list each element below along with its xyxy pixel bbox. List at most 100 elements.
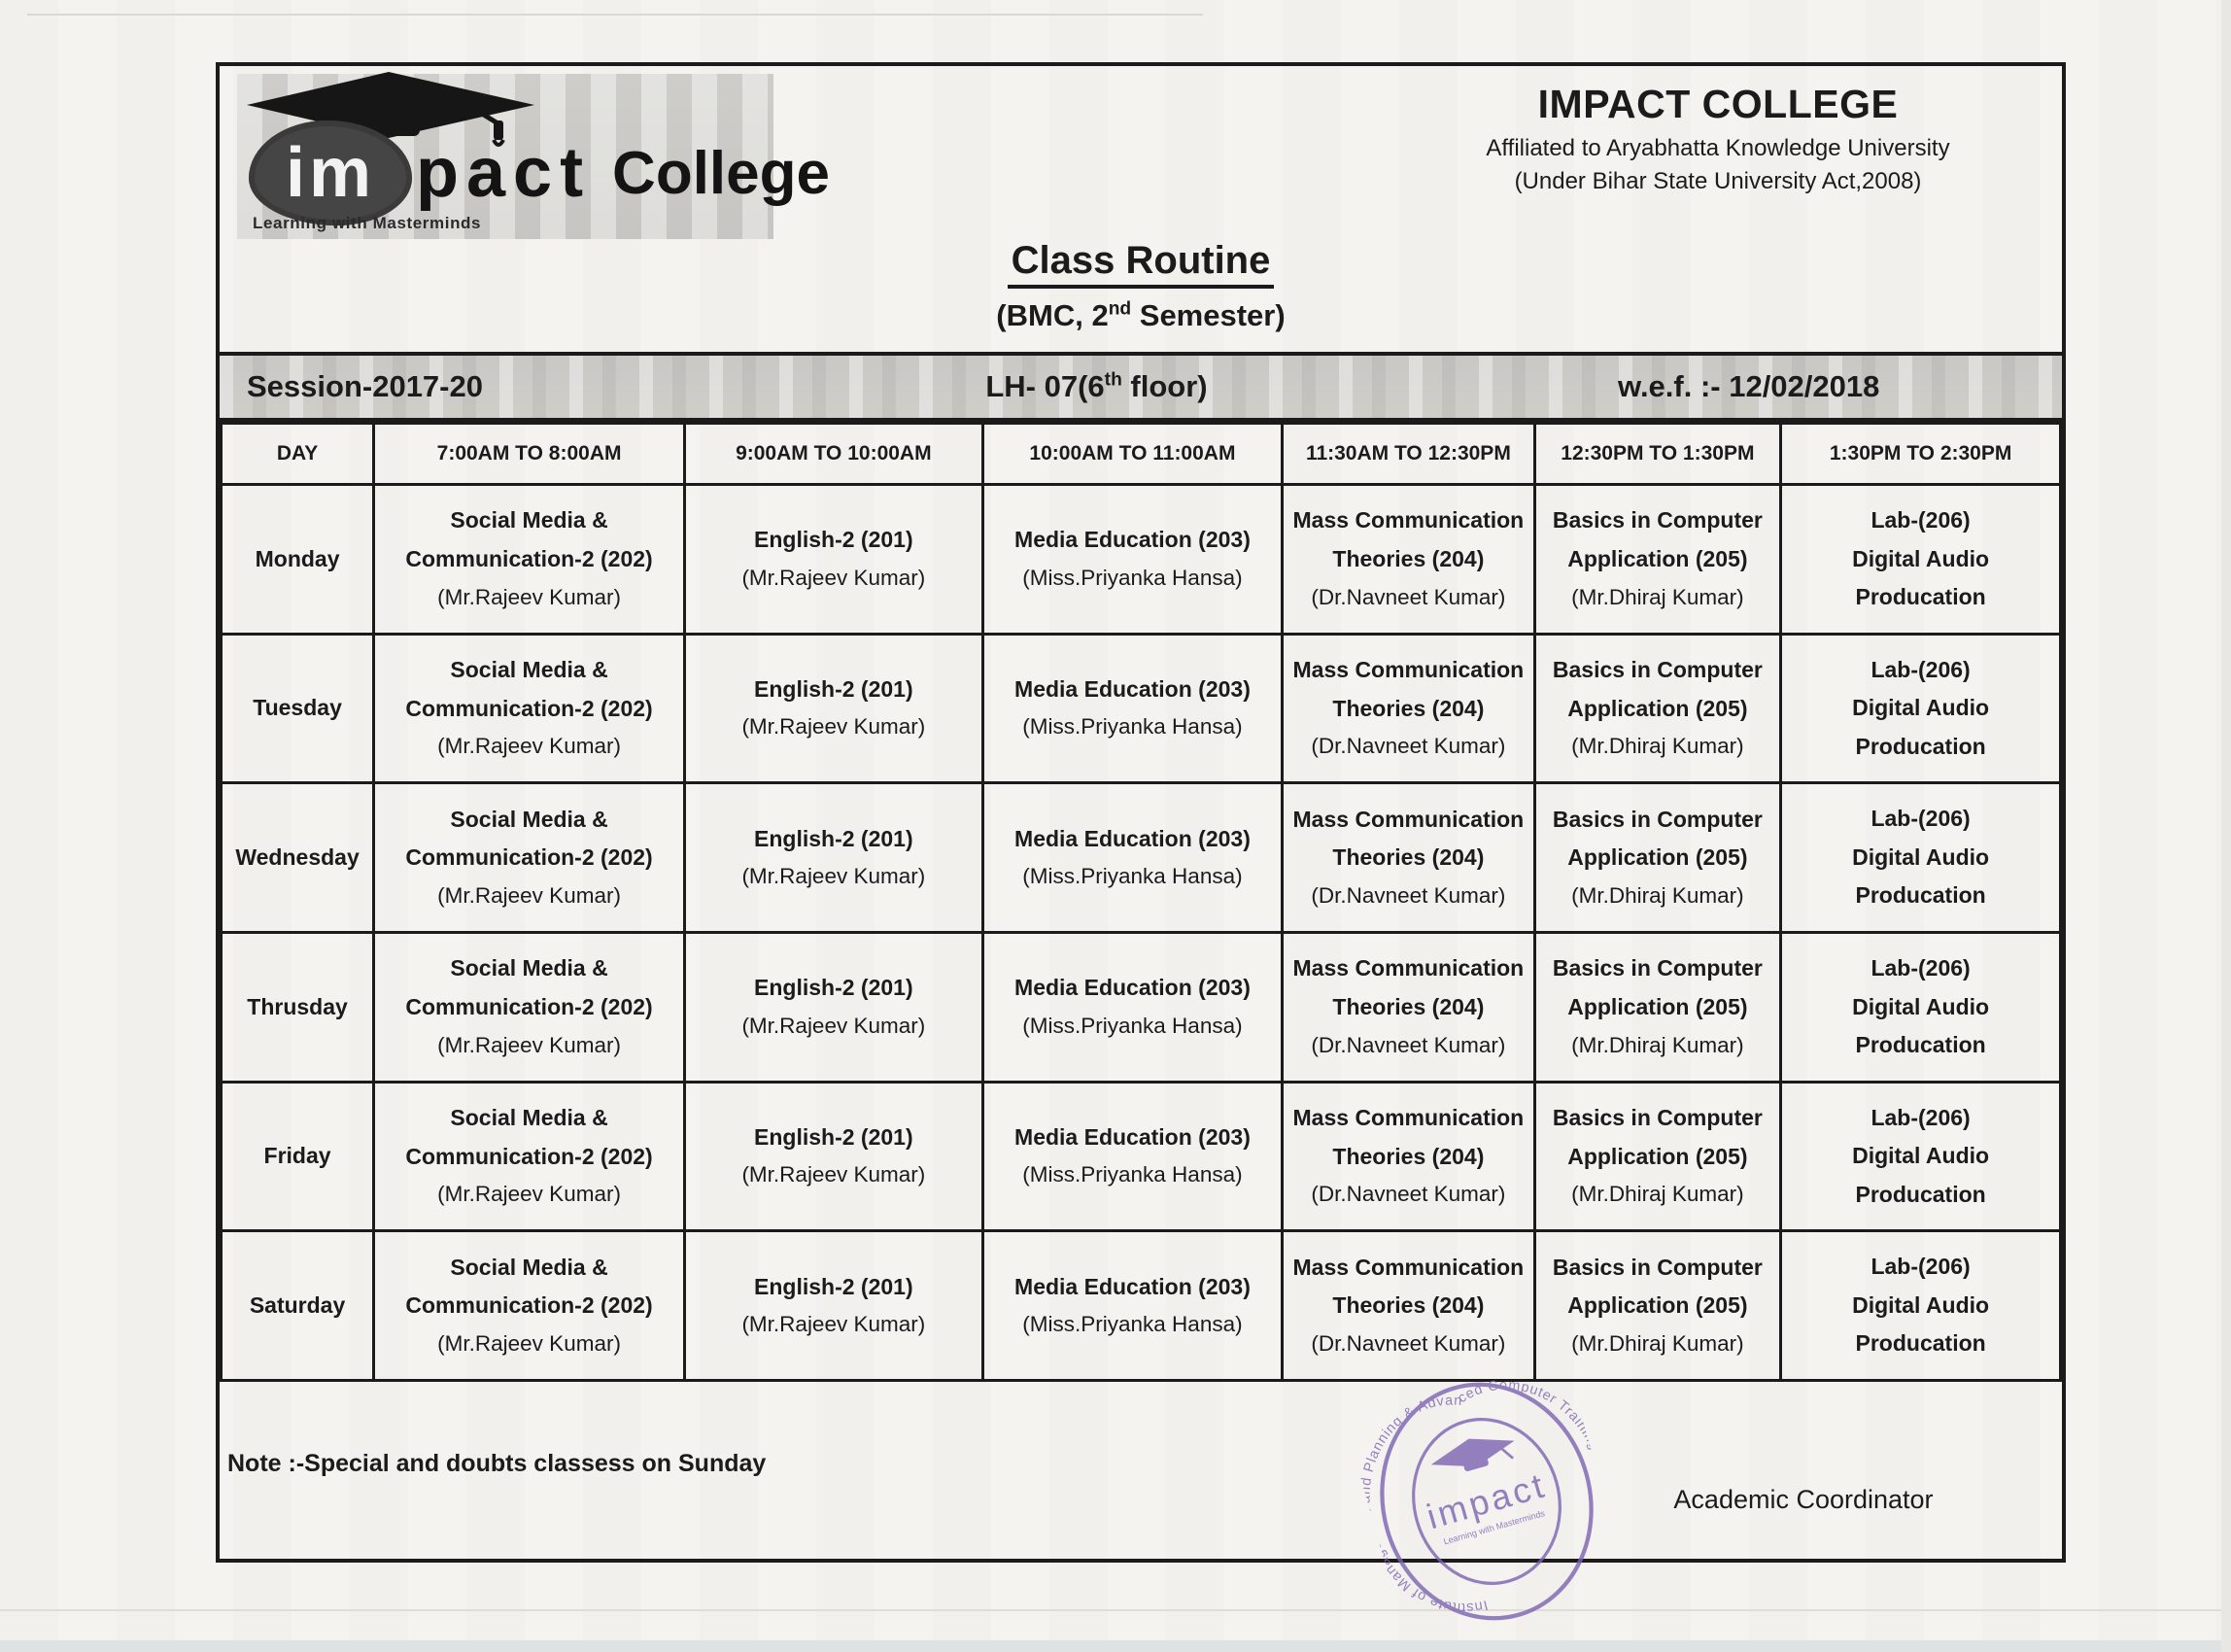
session-label: Session-2017-20	[247, 369, 483, 403]
subject-line: Theories (204)	[1332, 1292, 1485, 1319]
subject-line: Mass Communication	[1292, 955, 1525, 981]
teacher-line: (Mr.Rajeev Kumar)	[741, 864, 926, 889]
document-border-frame: im pact College Learning with Masterminds …	[216, 62, 2066, 1639]
subject-line: Digital Audio	[1852, 843, 1990, 870]
logo-wordmark: im pact College	[249, 120, 830, 225]
class-cell: English-2 (201) (Mr.Rajeev Kumar)	[683, 1080, 984, 1233]
subject-line: Lab-(206)	[1871, 954, 1971, 981]
subject-line: Communication-2 (202)	[405, 993, 653, 1019]
subject-line: Communication-2 (202)	[405, 1143, 653, 1169]
class-cell: Lab-(206) Digital Audio Producation	[1779, 1080, 2062, 1233]
time-column-header: 1:30PM TO 2:30PM	[1779, 422, 2062, 486]
class-cell: Mass Communication Theories (204) (Dr.Navn…	[1281, 483, 1536, 636]
subject-line: Producation	[1855, 1032, 1986, 1058]
time-column-header: 10:00AM TO 11:00AM	[980, 422, 1285, 486]
subject-line: Communication-2 (202)	[405, 844, 653, 871]
class-cell: Mass Communication Theories (204) (Dr.Navn…	[1281, 1080, 1536, 1233]
schedule-row: Friday Social Media & Communication-2 (202…	[219, 1080, 2062, 1233]
subject-line: Communication-2 (202)	[405, 695, 653, 721]
note-text: Note :-Special and doubts classess on Su…	[227, 1450, 767, 1477]
semester-subtitle: (BMC, 2nd Semester)	[220, 298, 2062, 333]
day-cell: Saturday	[219, 1229, 376, 1382]
subject-line: Media Education (203)	[1014, 1273, 1251, 1299]
time-column-header: 7:00AM TO 8:00AM	[372, 422, 687, 486]
logo-pact: pact	[416, 134, 592, 212]
affiliation-line: Affiliated to Aryabhatta Knowledge Unive…	[1486, 135, 1950, 161]
class-cell: Basics in Computer Application (205) (Mr.D…	[1532, 781, 1783, 934]
subject-line: Social Media &	[450, 806, 608, 832]
class-cell: Basics in Computer Application (205) (Mr.D…	[1532, 1080, 1783, 1233]
subject-line: English-2 (201)	[754, 675, 913, 702]
subject-line: Digital Audio	[1852, 545, 1990, 571]
teacher-line: (Mr.Rajeev Kumar)	[437, 1330, 621, 1356]
teacher-line: (Miss.Priyanka Hansa)	[1022, 1312, 1243, 1337]
class-cell: Media Education (203) (Miss.Priyanka Hans…	[980, 1080, 1285, 1233]
class-cell: Mass Communication Theories (204) (Dr.Navn…	[1281, 930, 1536, 1084]
routine-header-row: DAY 7:00AM TO 8:00AM 9:00AM TO 10:00AM 10:0…	[219, 422, 2062, 486]
class-cell: Social Media & Communication-2 (202) (Mr.R…	[372, 483, 687, 636]
subject-line: Mass Communication	[1292, 657, 1525, 683]
teacher-line: (Mr.Rajeev Kumar)	[437, 882, 621, 908]
subject-line: Application (205)	[1567, 844, 1748, 871]
subject-line: English-2 (201)	[754, 1123, 913, 1150]
schedule-row: Monday Social Media & Communication-2 (202…	[219, 483, 2062, 636]
class-cell: Media Education (203) (Miss.Priyanka Hans…	[980, 1229, 1285, 1382]
subject-line: Theories (204)	[1332, 993, 1485, 1019]
teacher-line: (Mr.Rajeev Kumar)	[437, 1032, 621, 1057]
subject-line: Social Media &	[450, 1254, 608, 1280]
teacher-line: (Mr.Dhiraj Kumar)	[1571, 882, 1744, 908]
hall-superscript: th	[1104, 369, 1122, 391]
subject-line: Social Media &	[450, 507, 608, 533]
teacher-line: (Mr.Rajeev Kumar)	[437, 734, 621, 759]
class-cell: Basics in Computer Application (205) (Mr.D…	[1532, 930, 1783, 1084]
class-cell: Social Media & Communication-2 (202) (Mr.R…	[372, 781, 687, 934]
schedule-row: Tuesday Social Media & Communication-2 (20…	[219, 632, 2062, 785]
scan-artifact-line	[0, 1609, 2231, 1611]
subject-line: Social Media &	[450, 657, 608, 683]
subject-line: Media Education (203)	[1014, 527, 1251, 553]
teacher-line: (Dr.Navneet Kumar)	[1311, 1032, 1506, 1057]
subject-line: Lab-(206)	[1871, 806, 1971, 832]
subject-line: Media Education (203)	[1014, 825, 1251, 851]
teacher-line: (Dr.Navneet Kumar)	[1311, 1182, 1506, 1207]
college-stamp: Institute of Management and Planning & A…	[1341, 1354, 1632, 1639]
teacher-line: (Dr.Navneet Kumar)	[1311, 882, 1506, 908]
teacher-line: (Mr.Rajeev Kumar)	[741, 565, 926, 590]
class-cell: English-2 (201) (Mr.Rajeev Kumar)	[683, 632, 984, 785]
class-cell: English-2 (201) (Mr.Rajeev Kumar)	[683, 483, 984, 636]
teacher-line: (Mr.Rajeev Kumar)	[437, 1182, 621, 1207]
subject-line: Theories (204)	[1332, 844, 1485, 871]
subject-line: Social Media &	[450, 955, 608, 981]
class-cell: English-2 (201) (Mr.Rajeev Kumar)	[683, 1229, 984, 1382]
time-column-header: 9:00AM TO 10:00AM	[683, 422, 984, 486]
subject-line: Basics in Computer	[1552, 806, 1763, 832]
subject-line: Lab-(206)	[1871, 507, 1971, 533]
class-cell: Social Media & Communication-2 (202) (Mr.R…	[372, 1229, 687, 1382]
time-column-header: 11:30AM TO 12:30PM	[1281, 422, 1536, 486]
time-column-header: 12:30PM TO 1:30PM	[1532, 422, 1783, 486]
schedule-row: Wednesday Social Media & Communication-2 (…	[219, 781, 2062, 934]
subject-line: Digital Audio	[1852, 993, 1990, 1019]
act-line: (Under Bihar State University Act,2008)	[1514, 168, 1922, 194]
subject-line: Theories (204)	[1332, 1143, 1485, 1169]
subject-line: Theories (204)	[1332, 695, 1485, 721]
schedule-row: Thrusday Social Media & Communication-2 (2…	[219, 930, 2062, 1084]
class-cell: Lab-(206) Digital Audio Producation	[1779, 781, 2062, 934]
day-cell: Wednesday	[219, 781, 376, 934]
logo-college: College	[612, 139, 830, 207]
subject-line: Digital Audio	[1852, 695, 1990, 721]
class-cell: Basics in Computer Application (205) (Mr.D…	[1532, 632, 1783, 785]
subject-line: Producation	[1855, 1181, 1986, 1207]
subject-line: Producation	[1855, 882, 1986, 909]
signature-label: Academic Coordinator	[1673, 1485, 1934, 1514]
class-cell: Media Education (203) (Miss.Priyanka Hans…	[980, 781, 1285, 934]
scan-artifact-line	[27, 14, 1203, 16]
teacher-line: (Mr.Rajeev Kumar)	[437, 584, 621, 609]
teacher-line: (Mr.Dhiraj Kumar)	[1571, 1182, 1744, 1207]
teacher-line: (Mr.Rajeev Kumar)	[741, 1162, 926, 1187]
routine-table: DAY 7:00AM TO 8:00AM 9:00AM TO 10:00AM 10:0…	[219, 422, 2062, 1382]
subject-line: Communication-2 (202)	[405, 545, 653, 571]
class-cell: Social Media & Communication-2 (202) (Mr.R…	[372, 1080, 687, 1233]
subject-line: Lab-(206)	[1871, 1104, 1971, 1130]
